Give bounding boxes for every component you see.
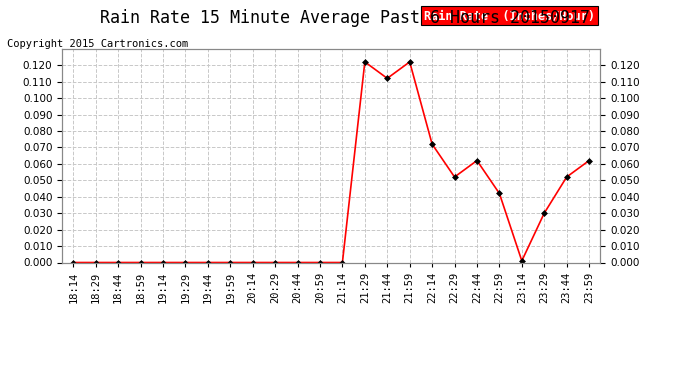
Text: Copyright 2015 Cartronics.com: Copyright 2015 Cartronics.com	[7, 39, 188, 50]
Text: Rain Rate 15 Minute Average Past 6 Hours 20150917: Rain Rate 15 Minute Average Past 6 Hours…	[100, 9, 590, 27]
Text: Rain Rate  (Inches/Hour): Rain Rate (Inches/Hour)	[424, 9, 595, 22]
